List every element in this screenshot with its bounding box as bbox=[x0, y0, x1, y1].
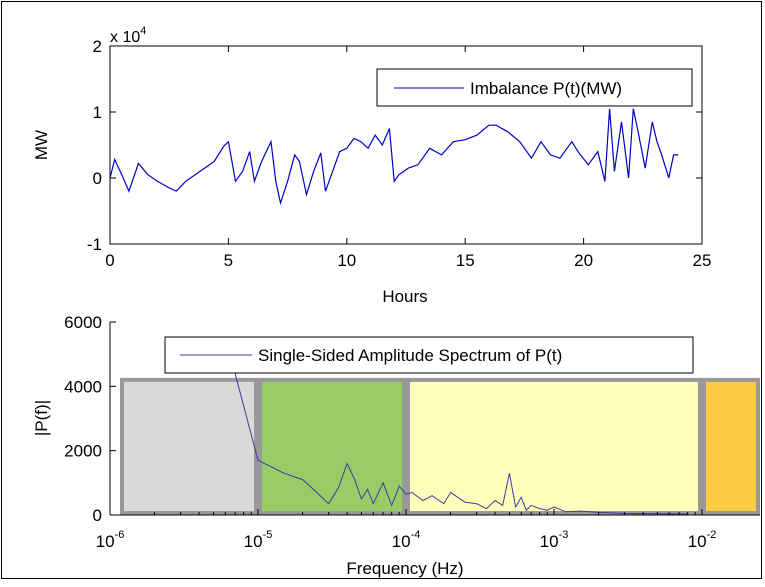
top-x-tick-label: 5 bbox=[224, 251, 233, 270]
bottom-x-tick-label: 10-5 bbox=[244, 529, 273, 551]
bottom-bands bbox=[120, 377, 760, 515]
bottom-x-tick-label: 10-4 bbox=[392, 529, 421, 551]
top-legend-label: Imbalance P(t)(MW) bbox=[470, 79, 622, 98]
bottom-x-axis-label: Frequency (Hz) bbox=[346, 559, 463, 578]
spectrum-series-line bbox=[234, 373, 688, 515]
bottom-x-tick-label: 10-3 bbox=[540, 529, 569, 551]
top-y-axis-label: MW bbox=[32, 130, 51, 160]
bottom-legend-box bbox=[164, 336, 694, 374]
bottom-y-tick-label: 2000 bbox=[64, 442, 102, 461]
y-exponent-base: x 10 bbox=[110, 29, 140, 46]
bottom-plot: 10-6 10-5 10-4 10-3 10-2 0 2000 4000 6000 |P(f)|… bbox=[32, 313, 760, 578]
bottom-series bbox=[234, 373, 688, 515]
bottom-axes bbox=[109, 322, 760, 516]
top-plot-area bbox=[109, 45, 703, 245]
y-exponent-label: x 104 bbox=[110, 25, 146, 46]
top-x-tick-label: 10 bbox=[337, 251, 356, 270]
top-x-tick-label: 25 bbox=[693, 251, 712, 270]
bottom-x-tick-label: 10-6 bbox=[96, 529, 125, 551]
top-y-tick-label: -1 bbox=[87, 235, 102, 254]
bottom-legend-label: Single-Sided Amplitude Spectrum of P(t) bbox=[258, 346, 562, 365]
top-series bbox=[109, 108, 679, 206]
top-y-tick-label: 1 bbox=[93, 103, 102, 122]
bottom-legend: Single-Sided Amplitude Spectrum of P(t) bbox=[164, 336, 694, 374]
frequency-band bbox=[120, 377, 258, 515]
bottom-y-tick-label: 4000 bbox=[64, 377, 102, 396]
top-legend: Imbalance P(t)(MW) bbox=[376, 68, 693, 107]
bottom-y-axis-label: |P(f)| bbox=[32, 400, 51, 436]
imbalance-series-line bbox=[109, 108, 679, 206]
top-x-tick-label: 15 bbox=[456, 251, 475, 270]
y-exponent-power: 4 bbox=[140, 25, 146, 37]
frequency-band bbox=[258, 377, 406, 515]
top-y-tick-label: 2 bbox=[93, 37, 102, 56]
top-x-tick-label: 20 bbox=[574, 251, 593, 270]
bottom-y-tick-label: 0 bbox=[93, 506, 102, 525]
top-axes bbox=[109, 45, 703, 245]
bottom-y-tick-label: 6000 bbox=[64, 313, 102, 332]
top-x-tick-label: 0 bbox=[105, 251, 114, 270]
top-y-tick-label: 0 bbox=[93, 169, 102, 188]
frequency-band bbox=[702, 377, 760, 515]
bottom-ticks: 10-6 10-5 10-4 10-3 10-2 0 2000 4000 6000 bbox=[64, 313, 716, 551]
top-x-axis-label: Hours bbox=[382, 287, 427, 306]
bottom-x-tick-label: 10-2 bbox=[688, 529, 717, 551]
